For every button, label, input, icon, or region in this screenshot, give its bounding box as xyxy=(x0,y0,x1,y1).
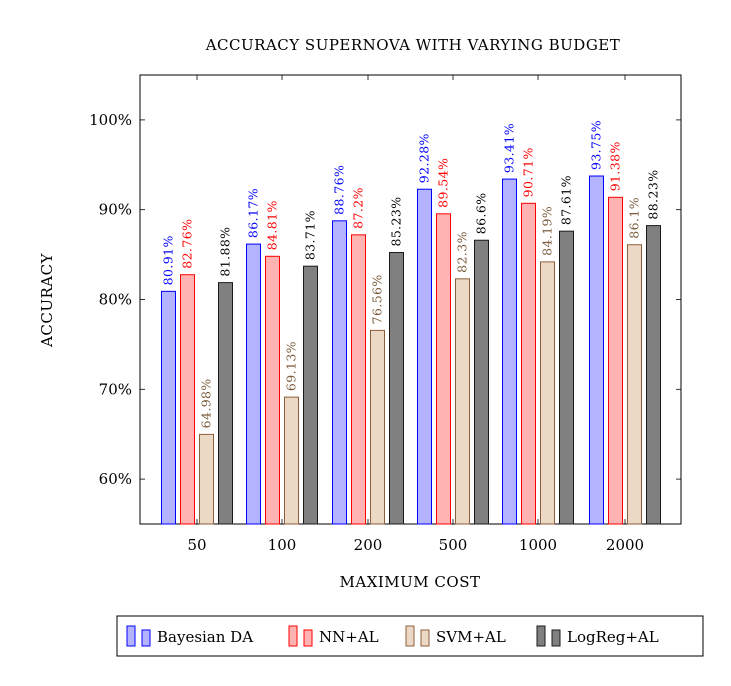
data-label: 86.17% xyxy=(246,188,261,238)
legend-swatch xyxy=(551,629,561,647)
y-tick-label: 90% xyxy=(99,201,132,219)
x-tick-label: 1000 xyxy=(519,536,557,554)
legend-label: LogReg+AL xyxy=(567,628,659,646)
bar xyxy=(646,225,661,525)
bar xyxy=(389,252,404,525)
data-label: 89.54% xyxy=(436,158,451,208)
bar xyxy=(608,196,623,525)
legend-swatch xyxy=(405,625,415,647)
y-axis-label: ACCURACY xyxy=(38,252,56,348)
x-tick-label: 500 xyxy=(439,536,468,554)
legend-swatch xyxy=(420,629,430,647)
data-label: 84.81% xyxy=(265,200,280,250)
x-tick-label: 2000 xyxy=(606,536,644,554)
data-label: 83.71% xyxy=(303,210,318,260)
data-label: 84.19% xyxy=(540,206,555,256)
bar xyxy=(627,244,642,525)
data-label: 69.13% xyxy=(284,341,299,391)
x-tick-label: 100 xyxy=(268,536,297,554)
bar xyxy=(502,178,517,525)
data-label: 88.23% xyxy=(646,170,661,220)
data-label: 86.1% xyxy=(627,197,642,239)
data-label: 92.28% xyxy=(417,133,432,183)
data-label: 90.71% xyxy=(521,147,536,197)
legend-swatch xyxy=(288,625,298,647)
legend-swatch xyxy=(126,625,136,647)
bar xyxy=(180,274,195,525)
data-label: 80.91% xyxy=(161,235,176,285)
legend-label: NN+AL xyxy=(319,628,379,646)
data-label: 81.88% xyxy=(218,227,233,277)
data-label: 88.76% xyxy=(332,165,347,215)
bar xyxy=(370,329,385,525)
bar xyxy=(246,243,261,525)
x-tick-label: 200 xyxy=(354,536,383,554)
data-label: 82.76% xyxy=(180,219,195,269)
data-label: 87.61% xyxy=(559,175,574,225)
bar xyxy=(589,175,604,525)
bar xyxy=(218,282,233,525)
data-label: 85.23% xyxy=(389,196,404,246)
plot-area: 60% 70% 80% 90% 100% 50 100 200 500 1000 2000 80.91… xyxy=(89,74,682,554)
bar xyxy=(474,239,489,525)
data-label: 64.98% xyxy=(199,378,214,428)
bar xyxy=(455,278,470,525)
bar xyxy=(332,220,347,525)
bar xyxy=(265,255,280,525)
chart-title: ACCURACY SUPERNOVA WITH VARYING BUDGET xyxy=(205,36,621,54)
data-label: 86.6% xyxy=(474,193,489,235)
legend-label: SVM+AL xyxy=(436,628,506,646)
legend-label: Bayesian DA xyxy=(157,628,253,646)
bar xyxy=(417,188,432,525)
data-label: 76.56% xyxy=(370,274,385,324)
data-label: 93.75% xyxy=(589,120,604,170)
bar xyxy=(436,213,451,525)
bar xyxy=(351,234,366,525)
x-tick-label: 50 xyxy=(187,536,206,554)
bar xyxy=(540,261,555,525)
bar xyxy=(303,265,318,525)
bar xyxy=(559,230,574,525)
bar xyxy=(161,290,176,525)
data-label: 93.41% xyxy=(502,123,517,173)
data-label: 87.2% xyxy=(351,187,366,229)
y-tick-label: 70% xyxy=(99,380,132,398)
data-label: 91.38% xyxy=(608,141,623,191)
y-tick-label: 100% xyxy=(89,111,132,129)
legend-swatch xyxy=(536,625,546,647)
bar xyxy=(521,202,536,525)
y-tick-label: 80% xyxy=(99,291,132,309)
y-tick-label: 60% xyxy=(99,470,132,488)
bar xyxy=(199,433,214,525)
bar xyxy=(284,396,299,525)
legend: Bayesian DA NN+AL SVM+AL LogReg+AL xyxy=(116,615,704,657)
legend-swatch xyxy=(141,629,151,647)
x-axis-label: MAXIMUM COST xyxy=(340,573,481,591)
data-label: 82.3% xyxy=(455,231,470,273)
legend-swatch xyxy=(303,629,313,647)
